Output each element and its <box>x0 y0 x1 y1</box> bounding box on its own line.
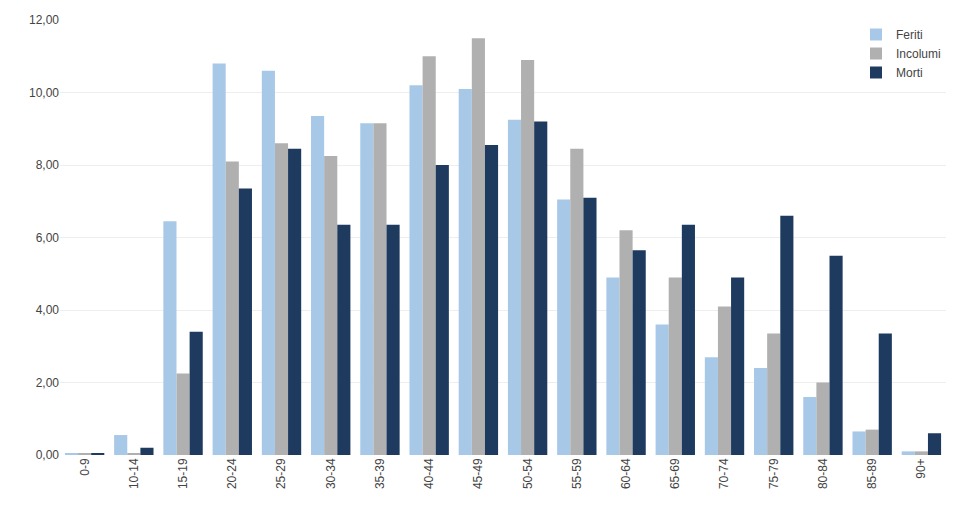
svg-text:6,00: 6,00 <box>36 231 60 245</box>
svg-text:15-19: 15-19 <box>176 458 190 489</box>
svg-text:85-89: 85-89 <box>865 458 879 489</box>
svg-text:0-9: 0-9 <box>78 458 92 476</box>
svg-text:Incolumi: Incolumi <box>896 47 941 61</box>
svg-text:90+: 90+ <box>914 458 928 478</box>
svg-text:80-84: 80-84 <box>816 458 830 489</box>
svg-text:2,00: 2,00 <box>36 376 60 390</box>
svg-text:Feriti: Feriti <box>896 28 923 42</box>
svg-text:70-74: 70-74 <box>717 458 731 489</box>
svg-text:10,00: 10,00 <box>29 86 59 100</box>
svg-text:75-79: 75-79 <box>767 458 781 489</box>
svg-text:20-24: 20-24 <box>225 458 239 489</box>
svg-text:12,00: 12,00 <box>29 13 59 27</box>
svg-text:4,00: 4,00 <box>36 303 60 317</box>
svg-text:40-44: 40-44 <box>422 458 436 489</box>
svg-text:45-49: 45-49 <box>471 458 485 489</box>
svg-text:65-69: 65-69 <box>668 458 682 489</box>
svg-text:30-34: 30-34 <box>324 458 338 489</box>
svg-text:8,00: 8,00 <box>36 158 60 172</box>
svg-text:55-59: 55-59 <box>570 458 584 489</box>
svg-text:35-39: 35-39 <box>373 458 387 489</box>
svg-text:0,00: 0,00 <box>36 448 60 462</box>
svg-text:Morti: Morti <box>896 66 923 80</box>
svg-text:60-64: 60-64 <box>619 458 633 489</box>
svg-text:50-54: 50-54 <box>521 458 535 489</box>
svg-text:25-29: 25-29 <box>274 458 288 489</box>
svg-text:10-14: 10-14 <box>127 458 141 489</box>
